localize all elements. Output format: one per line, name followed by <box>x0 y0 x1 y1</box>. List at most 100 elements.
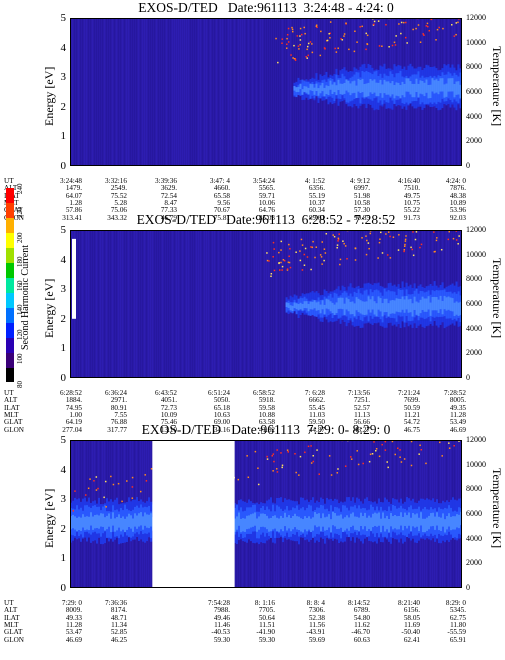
heatmap-band-cell <box>426 518 428 531</box>
heatmap-streak <box>206 230 207 378</box>
temperature-dot <box>448 239 450 241</box>
temperature-dot <box>403 22 405 24</box>
temperature-dot <box>372 453 374 455</box>
temperature-dot <box>413 255 415 257</box>
heatmap-band-cell <box>314 300 316 308</box>
temperature-dot <box>436 237 438 239</box>
heatmap-streak <box>194 230 195 378</box>
temperature-dot <box>399 456 401 458</box>
heatmap-streak <box>76 230 77 378</box>
temperature-dot <box>415 28 417 30</box>
temperature-dot <box>405 240 407 242</box>
heatmap-streak <box>110 230 111 378</box>
temperature-dot <box>308 55 310 57</box>
y-right-tick-label: 0 <box>466 583 470 592</box>
temperature-dot <box>344 33 346 35</box>
heatmap-band-cell <box>142 516 144 529</box>
heatmap-band-cell <box>288 303 290 308</box>
heatmap-streak <box>134 18 135 166</box>
heatmap-streak <box>78 230 79 378</box>
heatmap-band-cell <box>404 299 406 312</box>
heatmap-band-cell <box>406 296 408 309</box>
temperature-dot <box>312 241 314 243</box>
heatmap-band-cell <box>374 513 376 526</box>
heatmap-band-cell <box>236 516 238 529</box>
heatmap-band-cell <box>306 301 308 308</box>
temperature-dot <box>365 235 367 237</box>
temperature-dot <box>294 453 296 455</box>
heatmap-band-cell <box>274 515 276 528</box>
heatmap-streak <box>150 18 151 166</box>
heatmap-streak <box>154 18 155 166</box>
heatmap-band-cell <box>258 516 260 529</box>
temperature-dot <box>316 246 318 248</box>
temperature-dot <box>436 240 438 242</box>
temperature-dot <box>368 242 370 244</box>
heatmap-band-cell <box>381 84 383 97</box>
y-right-tick-label: 0 <box>466 161 470 170</box>
temperature-dot <box>273 453 275 455</box>
heatmap-streak <box>268 230 269 378</box>
heatmap-band-cell <box>300 303 302 309</box>
y-right-tick-label: 12000 <box>466 435 486 444</box>
temperature-dot <box>331 474 333 476</box>
heatmap-band-cell <box>301 89 303 95</box>
temperature-dot <box>281 269 283 271</box>
heatmap-band-cell <box>402 517 404 530</box>
heatmap-streak <box>98 18 99 166</box>
temperature-dot <box>366 254 368 256</box>
heatmap-streak <box>86 18 87 166</box>
temperature-dot <box>126 480 128 482</box>
heatmap-band-cell <box>130 515 132 528</box>
temperature-dot <box>356 450 358 452</box>
temperature-dot <box>338 233 340 235</box>
heatmap-band-cell <box>396 516 398 529</box>
temperature-dot <box>283 259 285 261</box>
heatmap-band-cell <box>278 519 280 532</box>
temperature-dot <box>434 251 436 253</box>
heatmap-streak <box>190 18 191 166</box>
heatmap-band-cell <box>296 516 298 529</box>
heatmap-streak <box>98 230 99 378</box>
heatmap-band-cell <box>422 519 424 532</box>
heatmap-streak <box>220 18 221 166</box>
heatmap-streak <box>102 18 103 166</box>
heatmap-band-cell <box>302 304 304 311</box>
heatmap-streak <box>252 18 253 166</box>
heatmap-band-cell <box>420 300 422 313</box>
temperature-dot <box>345 22 347 24</box>
heatmap-streak <box>162 18 163 166</box>
temperature-dot <box>439 442 441 444</box>
heatmap-streak <box>164 230 165 378</box>
heatmap-streak <box>90 230 91 378</box>
temperature-dot <box>290 54 292 56</box>
heatmap-band-cell <box>328 300 330 310</box>
temperature-dot <box>373 24 375 26</box>
colorbar-segment <box>6 352 14 367</box>
heatmap-streak <box>130 18 131 166</box>
chart-title: EXOS-D/TED Date:961113 7:29: 0- 8:29: 0 <box>70 422 462 438</box>
heatmap-streak <box>106 230 107 378</box>
temperature-dot <box>338 238 340 240</box>
heatmap-streak <box>170 230 171 378</box>
temperature-dot <box>330 21 332 23</box>
heatmap-band-cell <box>326 517 328 530</box>
y-tick-label: 4 <box>52 464 66 476</box>
y-tick-label: 4 <box>52 254 66 266</box>
heatmap-band-cell <box>298 517 300 530</box>
heatmap-band-cell <box>442 513 444 526</box>
heatmap-band-cell <box>434 517 436 530</box>
heatmap-band-cell <box>88 517 90 530</box>
temperature-dot <box>300 260 302 262</box>
heatmap-plot <box>70 18 462 166</box>
y-axis-label: Energy [eV] <box>42 67 57 126</box>
y-axis-label: Energy [eV] <box>42 489 57 548</box>
heatmap-band-cell <box>250 514 252 527</box>
temperature-dot <box>405 22 407 24</box>
heatmap-streak <box>216 230 217 378</box>
heatmap-band-cell <box>276 518 278 531</box>
temperature-dot <box>388 231 390 233</box>
heatmap-band-cell <box>102 514 104 527</box>
temperature-dot <box>418 453 420 455</box>
heatmap-streak <box>78 18 79 166</box>
